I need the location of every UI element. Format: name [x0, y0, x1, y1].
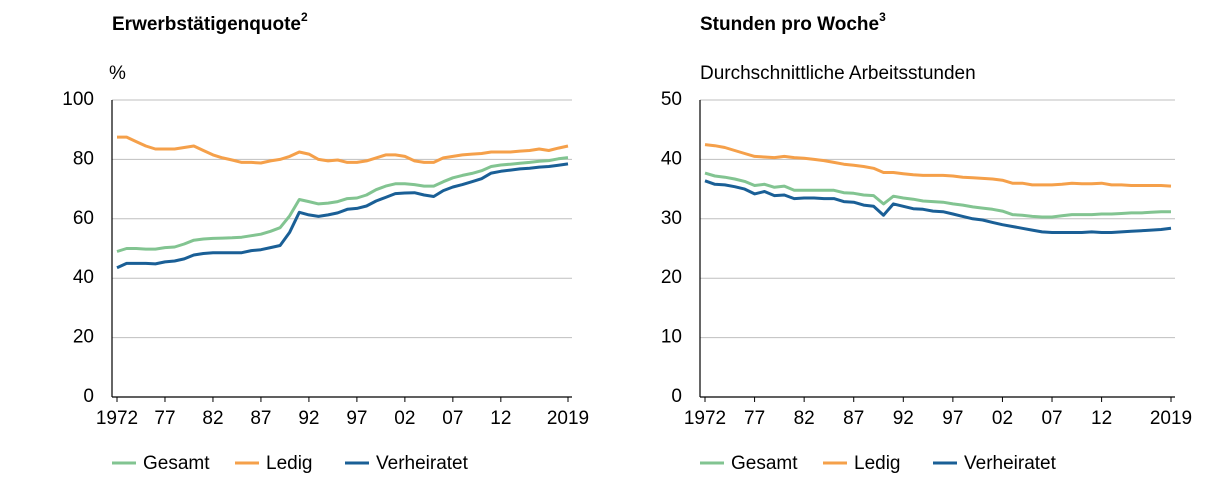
subtitle: Durchschnittliche Arbeitsstunden — [700, 63, 976, 84]
x-tick-label: 1972 — [96, 408, 138, 429]
legend-label: Verheiratet — [964, 453, 1057, 474]
y-axis-label: % — [109, 63, 126, 84]
legend-label: Ledig — [854, 453, 901, 474]
title-note: 3 — [879, 10, 886, 24]
x-tick-label: 07 — [442, 408, 463, 429]
x-tick-label: 07 — [1041, 408, 1062, 429]
x-tick-label: 77 — [744, 408, 765, 429]
chart-title: Erwerbstätigenquote2 — [112, 10, 308, 35]
y-tick-label: 0 — [671, 386, 682, 407]
x-tick-label: 87 — [250, 408, 271, 429]
series-line — [704, 171, 1171, 219]
title-text: Erwerbstätigenquote — [112, 14, 301, 35]
title-note: 2 — [301, 10, 308, 24]
series-line — [116, 162, 569, 270]
series-line — [116, 156, 569, 253]
y-tick-label: 20 — [661, 267, 682, 288]
x-tick-label: 12 — [490, 408, 511, 429]
y-tick-label: 50 — [661, 89, 682, 110]
series-line — [117, 135, 569, 165]
x-tick-label: 12 — [1091, 408, 1112, 429]
legend-label: Ledig — [266, 453, 313, 474]
x-tick-label: 1972 — [684, 408, 726, 429]
x-tick-label: 82 — [794, 408, 815, 429]
series-line — [704, 179, 1172, 234]
x-tick-label: 87 — [843, 408, 864, 429]
y-tick-label: 20 — [73, 327, 94, 348]
legend-label: Gesamt — [731, 453, 798, 474]
x-tick-label: 92 — [893, 408, 914, 429]
y-tick-label: 10 — [661, 327, 682, 348]
x-tick-label: 2019 — [547, 408, 589, 429]
x-tick-label: 77 — [154, 408, 175, 429]
chart: Stunden pro Woche3 Durchschnittliche Arbe… — [661, 10, 1192, 474]
y-tick-label: 80 — [73, 148, 94, 169]
y-tick-label: 40 — [661, 148, 682, 169]
x-tick-label: 02 — [992, 408, 1013, 429]
y-tick-label: 60 — [73, 208, 94, 229]
title-text: Stunden pro Woche — [700, 14, 879, 35]
legend-label: Gesamt — [143, 453, 210, 474]
legend-label: Verheiratet — [376, 453, 469, 474]
x-tick-label: 2019 — [1150, 408, 1192, 429]
x-tick-label: 92 — [298, 408, 319, 429]
chart-title: Stunden pro Woche3 — [700, 10, 886, 35]
series-line — [704, 143, 1172, 188]
x-tick-label: 02 — [394, 408, 415, 429]
y-tick-label: 30 — [661, 208, 682, 229]
x-tick-label: 82 — [202, 408, 223, 429]
x-tick-label: 97 — [942, 408, 963, 429]
y-tick-label: 100 — [62, 89, 94, 110]
y-tick-label: 0 — [83, 386, 94, 407]
y-tick-label: 40 — [73, 267, 94, 288]
x-tick-label: 97 — [346, 408, 367, 429]
